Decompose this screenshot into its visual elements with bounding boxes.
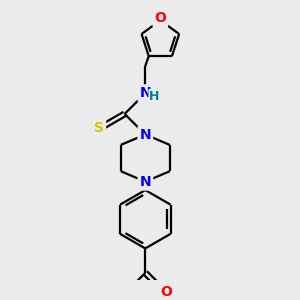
Text: N: N xyxy=(140,128,151,142)
Text: N: N xyxy=(140,86,151,100)
Text: N: N xyxy=(140,175,151,189)
Text: S: S xyxy=(94,121,104,135)
Text: O: O xyxy=(154,11,166,26)
Text: H: H xyxy=(149,90,159,103)
Text: O: O xyxy=(160,285,172,299)
